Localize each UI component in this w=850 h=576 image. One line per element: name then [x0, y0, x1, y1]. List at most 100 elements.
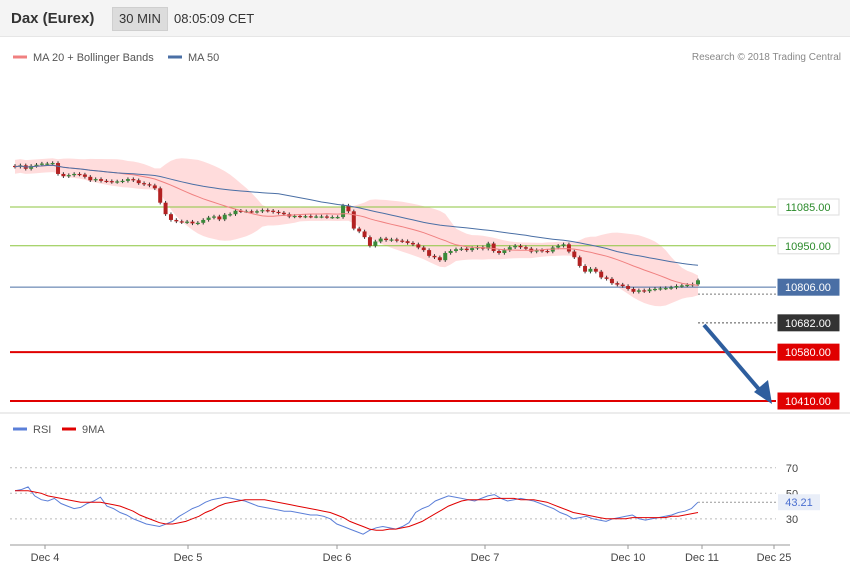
candle-body: [179, 221, 184, 223]
candle-body: [346, 205, 351, 212]
candle-body: [620, 284, 625, 287]
candle: [696, 278, 700, 287]
x-tick-label: Dec 4: [31, 552, 60, 564]
candle: [308, 214, 313, 219]
candle-body: [93, 179, 98, 181]
candle-body: [652, 288, 657, 291]
candle-body: [211, 216, 216, 218]
price-label-text: 11085.00: [785, 202, 830, 214]
forecast-arrow: [702, 323, 772, 404]
candle: [115, 179, 120, 184]
candle: [448, 249, 453, 255]
candle-body: [400, 240, 405, 242]
candle-body: [319, 216, 324, 218]
candle: [324, 214, 329, 219]
price-label-text: 10950.00: [785, 241, 831, 253]
candle: [29, 164, 34, 171]
candle: [416, 242, 421, 250]
x-axis-labels: Dec 4 Dec 5 Dec 6 Dec 7 Dec 10 Dec 11 Dec 25: [31, 545, 792, 564]
candle-body: [432, 255, 437, 258]
legend-ma20: MA 20 + Bollinger Bands: [33, 52, 154, 64]
candle: [34, 163, 39, 168]
candle: [636, 288, 641, 294]
candle: [66, 173, 71, 178]
candle-body: [341, 205, 346, 218]
candle: [255, 209, 260, 214]
candle: [367, 235, 372, 248]
candle-body: [249, 211, 254, 213]
price-label-text: 10806.00: [785, 282, 831, 294]
candle: [346, 203, 351, 214]
candle: [50, 161, 55, 166]
ma50-line: [14, 164, 699, 266]
candle-body: [572, 251, 577, 258]
price-label: 10580.00: [777, 343, 840, 361]
candle: [513, 244, 518, 249]
candle: [410, 241, 415, 247]
candle: [120, 179, 125, 184]
candle-body: [357, 228, 362, 232]
candle-body: [158, 188, 163, 203]
candle-body: [583, 265, 588, 272]
candle: [679, 283, 684, 288]
candle-body: [631, 288, 636, 292]
candle-body: [260, 210, 265, 212]
candle: [265, 208, 270, 213]
candle-body: [314, 216, 319, 218]
candle-body: [427, 250, 432, 256]
candle-body: [448, 250, 453, 253]
legend-rsi: RSI: [33, 424, 51, 436]
rsi-value-text: 43.21: [785, 497, 813, 509]
candle: [486, 241, 491, 251]
candle-body: [168, 214, 173, 220]
candle: [330, 215, 335, 219]
timestamp: 08:05:09 CET: [174, 11, 255, 26]
candle-body: [292, 215, 297, 218]
candle: [303, 214, 308, 219]
candle-body: [626, 286, 631, 289]
candle-body: [34, 164, 39, 166]
rsi-value-box: [778, 494, 820, 511]
candle-body: [255, 211, 260, 213]
candle-body: [163, 202, 168, 215]
candle: [427, 248, 432, 258]
candle: [577, 255, 582, 268]
candle-body: [335, 217, 340, 219]
candle-body: [367, 237, 372, 246]
candle-body: [561, 244, 566, 246]
candle-body: [195, 222, 200, 225]
x-tick-label: Dec 25: [757, 552, 792, 564]
candle-body: [56, 163, 61, 174]
candle-body: [523, 247, 528, 249]
candle-body: [66, 175, 71, 177]
candle: [136, 178, 141, 185]
candle: [518, 244, 523, 249]
candle: [453, 247, 458, 253]
candle: [400, 238, 405, 243]
candle-body: [125, 179, 130, 181]
candle-body: [497, 250, 502, 253]
candle: [507, 245, 512, 252]
candle-body: [45, 163, 50, 165]
candle: [599, 269, 604, 280]
candle: [604, 275, 609, 281]
chart-header: Dax (Eurex) 30 MIN 08:05:09 CET: [0, 0, 850, 37]
candle-body: [104, 180, 109, 183]
timeframe-button[interactable]: 30 MIN: [112, 7, 168, 31]
ma20-line: [14, 164, 699, 286]
candle: [647, 287, 652, 293]
price-label-text: 10682.00: [785, 318, 831, 330]
candle-body: [303, 216, 308, 218]
candle: [335, 215, 340, 219]
candle-body: [351, 211, 356, 229]
candle: [351, 209, 356, 231]
candle-body: [265, 210, 270, 212]
candle-body: [373, 241, 378, 246]
candle-body: [416, 244, 421, 248]
candle: [583, 264, 588, 274]
candle-body: [82, 174, 87, 177]
candle: [158, 186, 163, 205]
candle: [142, 181, 147, 187]
candle: [77, 172, 82, 177]
